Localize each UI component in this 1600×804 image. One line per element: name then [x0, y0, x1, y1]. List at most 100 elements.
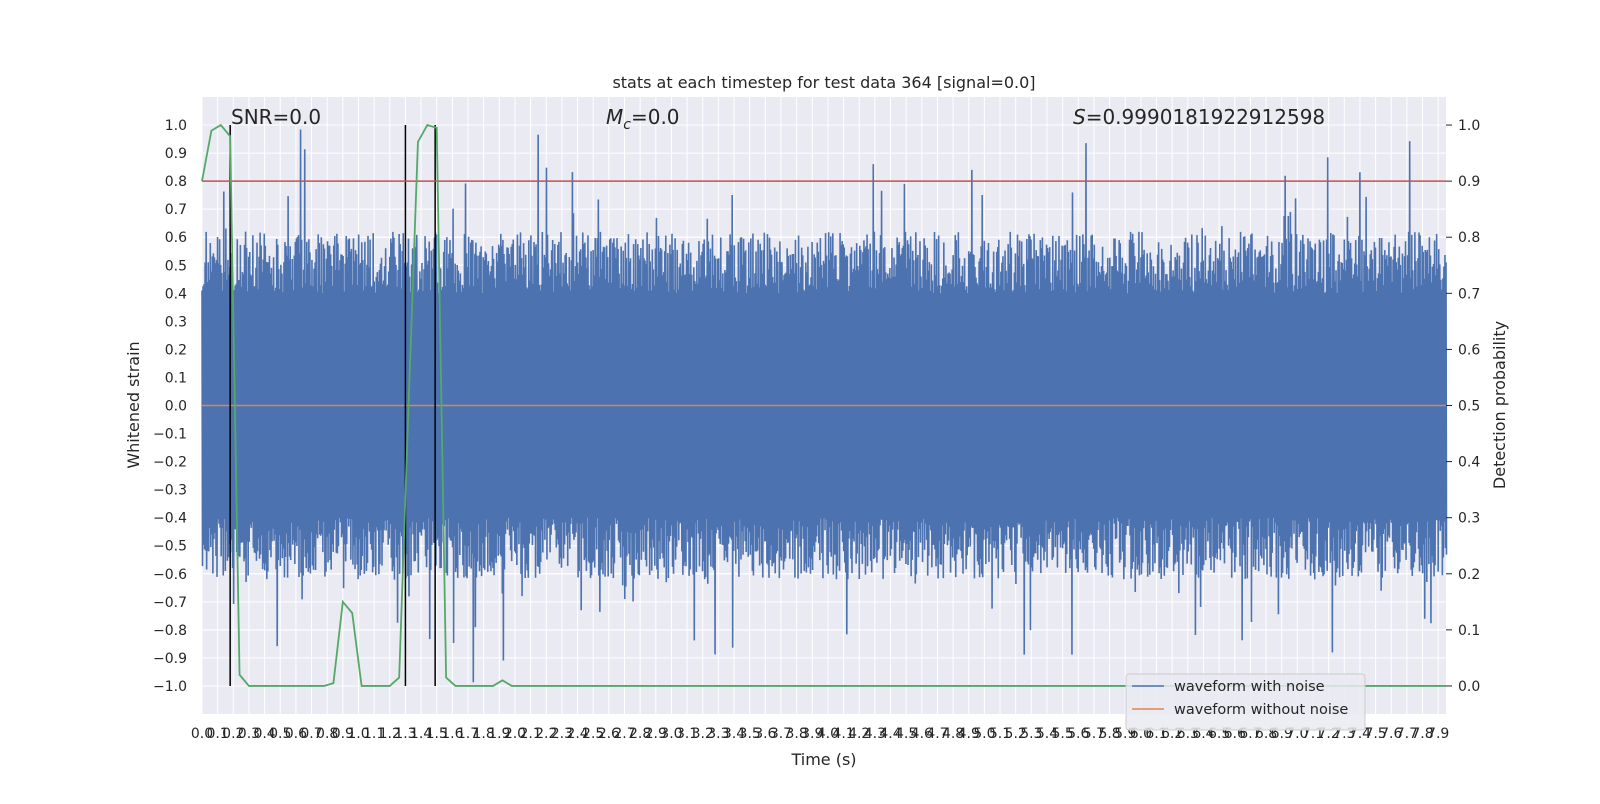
x-tick-label: 7.8 [1411, 726, 1433, 742]
x-tick-label: 5.4 [1036, 726, 1058, 742]
y-tick-label: 0.5 [165, 258, 187, 274]
y-tick-label: 1.0 [165, 118, 187, 134]
x-tick-label: 7.7 [1396, 726, 1418, 742]
x-tick-label: 1.1 [363, 726, 385, 742]
x-tick-label: 2.6 [598, 726, 620, 742]
x-tick-label: 5.6 [1067, 726, 1089, 742]
x-tick-label: 4.9 [958, 726, 980, 742]
y-tick-label: −0.7 [153, 595, 187, 611]
x-tick-label: 2.4 [566, 726, 588, 742]
y-axis-label-left: Whitened strain [124, 341, 143, 468]
x-tick-label: 4.7 [926, 726, 948, 742]
x-tick-label: 4.1 [832, 726, 854, 742]
chirp-mass-subscript: c [623, 117, 631, 133]
chart-title: stats at each timestep for test data 364… [612, 73, 1035, 92]
y-tick-label: 0.9 [165, 146, 187, 162]
y-tick-labels-left: −1.0 −0.9 −0.8 −0.7 −0.6 −0.5 −0.4 −0.3 −0.2 −0.1… [153, 118, 187, 695]
x-tick-label: 5.5 [1051, 726, 1073, 742]
legend-label-clean: waveform without noise [1174, 702, 1348, 718]
vertical-markers [229, 125, 436, 686]
y-tick-label: −0.1 [153, 427, 187, 443]
x-tick-label: 1.3 [394, 726, 416, 742]
x-tick-label: 3.7 [770, 726, 792, 742]
y-tick-label: −0.6 [153, 567, 187, 583]
x-tick-label: 1.0 [347, 726, 369, 742]
snr-annotation: SNR=0.0 [231, 105, 321, 129]
x-tick-label: 0.6 [285, 726, 307, 742]
y-tick-label-right: 0.5 [1458, 399, 1480, 415]
x-tick-label: 1.8 [473, 726, 495, 742]
x-tick-label: 2.9 [645, 726, 667, 742]
x-tick-label: 5.0 [973, 726, 995, 742]
x-tick-label: 1.9 [488, 726, 510, 742]
x-tick-label: 3.6 [754, 726, 776, 742]
y-tick-label-right: 0.7 [1458, 286, 1480, 302]
x-tick-label: 2.8 [629, 726, 651, 742]
x-tick-label: 5.8 [1098, 726, 1120, 742]
x-tick-label: 3.3 [707, 726, 729, 742]
chirp-mass-annotation: Mc=0.0 [606, 105, 680, 133]
x-tick-label: 3.5 [739, 726, 761, 742]
x-tick-label: 2.3 [551, 726, 573, 742]
detection-probability-line [201, 123, 1446, 687]
x-tick-label: 0.9 [332, 726, 354, 742]
x-tick-label: 0.3 [238, 726, 260, 742]
y-tick-label: 0.6 [165, 230, 187, 246]
legend-box [1125, 673, 1366, 731]
x-tick-label: 0.4 [253, 726, 275, 742]
x-tick-label: 3.8 [785, 726, 807, 742]
legend-label-noisy: waveform with noise [1174, 679, 1325, 695]
x-tick-label: 7.6 [1380, 726, 1402, 742]
x-tick-label: 1.6 [441, 726, 463, 742]
x-tick-label: 2.2 [535, 726, 557, 742]
y-tick-label: −0.2 [153, 455, 187, 471]
y-tick-label: −0.9 [153, 651, 187, 667]
y-tick-label-right: 0.1 [1458, 623, 1480, 639]
x-tick-label: 4.0 [817, 726, 839, 742]
x-tick-label: 1.5 [426, 726, 448, 742]
x-tick-label: 0.1 [207, 726, 229, 742]
x-tick-label: 0.5 [269, 726, 291, 742]
x-axis-label: Time (s) [790, 750, 856, 769]
x-tick-label: 5.2 [1005, 726, 1027, 742]
x-tick-label: 5.7 [1083, 726, 1105, 742]
y-tick-label: 0.7 [165, 202, 187, 218]
y-tick-label-right: 0.6 [1458, 342, 1480, 358]
x-tick-label: 0.7 [300, 726, 322, 742]
x-tick-label: 3.9 [801, 726, 823, 742]
y-tick-label: 0.8 [165, 174, 187, 190]
x-tick-label: 1.4 [410, 726, 432, 742]
x-tick-label: 4.5 [895, 726, 917, 742]
x-tick-label: 1.2 [379, 726, 401, 742]
y-tick-label-right: 0.0 [1458, 679, 1480, 695]
y-tick-label-right: 0.9 [1458, 174, 1480, 190]
x-tick-label: 1.7 [457, 726, 479, 742]
legend: waveform with noise waveform without noi… [1125, 673, 1366, 731]
y-tick-label-right: 0.2 [1458, 567, 1480, 583]
x-tick-label: 3.1 [676, 726, 698, 742]
x-tick-label: 0.0 [191, 726, 213, 742]
y-tick-labels-right: 0.0 0.1 0.2 0.3 0.4 0.5 0.6 0.7 0.8 0.9 1.0 [1446, 118, 1480, 695]
y-tick-label-right: 0.8 [1458, 230, 1480, 246]
x-tick-label: 3.0 [660, 726, 682, 742]
x-tick-label: 4.4 [879, 726, 901, 742]
y-tick-label: −0.3 [153, 483, 187, 499]
y-tick-label: 0.0 [165, 399, 187, 415]
x-tick-label: 2.1 [519, 726, 541, 742]
y-tick-label-right: 1.0 [1458, 118, 1480, 134]
y-tick-label: −0.8 [153, 623, 187, 639]
y-axis-label-right: Detection probability [1490, 321, 1509, 489]
x-tick-label: 0.2 [222, 726, 244, 742]
x-tick-label: 5.1 [989, 726, 1011, 742]
y-tick-label: −0.5 [153, 539, 187, 555]
y-tick-label: −0.4 [153, 511, 187, 527]
y-tick-label: 0.4 [165, 286, 187, 302]
x-tick-label: 2.7 [613, 726, 635, 742]
score-symbol: S [1073, 105, 1086, 129]
x-tick-label: 0.8 [316, 726, 338, 742]
chirp-mass-value: =0.0 [631, 105, 680, 129]
detection-probability-series [201, 123, 1446, 687]
y-tick-label-right: 0.3 [1458, 511, 1480, 527]
